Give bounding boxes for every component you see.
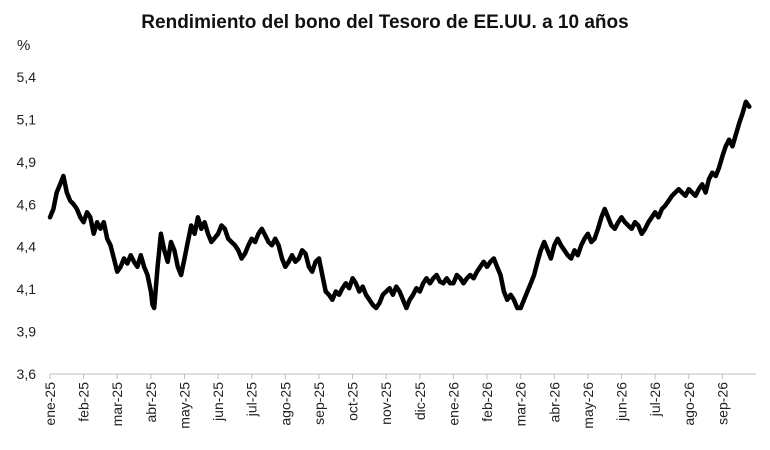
series-line (47, 99, 752, 311)
y-tick-label: 4,1 (17, 281, 37, 297)
x-tick-label: jun-26 (614, 382, 630, 422)
x-tick-label: jul-26 (647, 382, 663, 417)
x-tick-label: mar-25 (109, 382, 125, 427)
x-tick-label: sep-26 (714, 382, 730, 425)
x-tick-label: jul-25 (244, 382, 260, 417)
x-tick-label: abr-26 (546, 382, 562, 423)
x-tick-label: sep-25 (311, 382, 327, 425)
x-tick-label: ene-26 (445, 382, 461, 426)
y-tick-label: 4,4 (17, 239, 37, 255)
x-tick-label: jun-25 (210, 382, 226, 422)
y-tick-label: 5,1 (17, 111, 37, 127)
x-tick-label: ene-25 (42, 382, 58, 426)
x-tick-label: nov-25 (378, 382, 394, 425)
y-axis-unit: % (17, 37, 31, 54)
x-tick-label: mar-26 (513, 382, 529, 427)
x-tick-label: feb-26 (479, 382, 495, 422)
chart-title: Rendimiento del bono del Tesoro de EE.UU… (141, 12, 629, 33)
y-tick-label: 3,9 (17, 324, 37, 340)
x-tick-label: feb-25 (76, 382, 92, 422)
x-tick-label: may-26 (580, 382, 596, 429)
x-tick-label: abr-25 (143, 382, 159, 423)
y-tick-label: 4,6 (17, 196, 37, 212)
x-tick-label: ago-25 (277, 382, 293, 426)
y-tick-label: 5,4 (17, 69, 37, 85)
y-tick-label: 4,9 (17, 154, 37, 170)
x-tick-label: oct-25 (345, 382, 361, 421)
y-tick-label: 3,6 (17, 366, 37, 382)
x-tick-label: ago-26 (681, 382, 697, 426)
x-tick-label: may-25 (176, 382, 192, 429)
x-tick-label: dic-25 (412, 382, 428, 420)
